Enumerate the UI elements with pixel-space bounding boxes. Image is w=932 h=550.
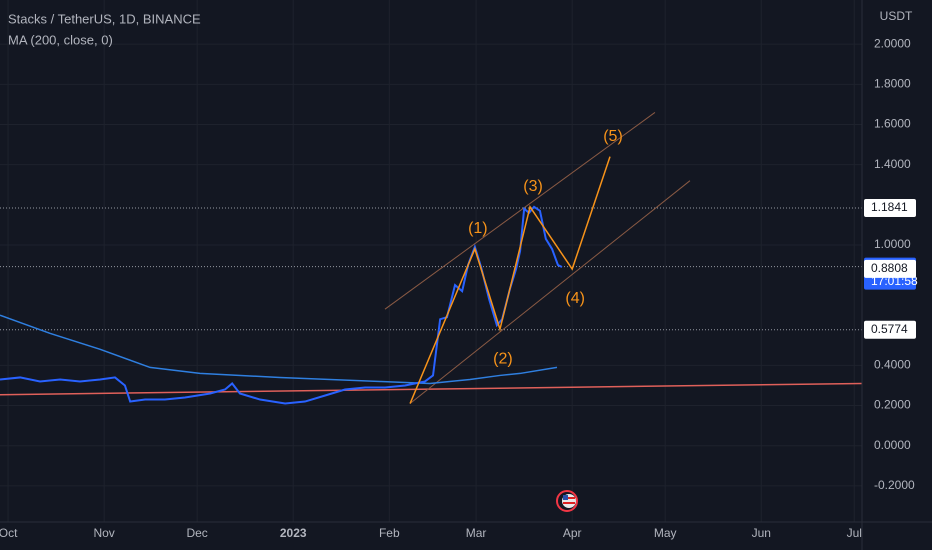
y-tick-label: 1.0000 [874,237,911,251]
x-tick-label: Mar [466,526,487,540]
y-tick-label: 1.6000 [874,117,911,131]
price-label-box [864,259,916,278]
wave-label: (5) [603,128,623,145]
x-tick-label: Jul [847,526,862,540]
y-tick-label: 0.0000 [874,438,911,452]
plot [0,112,863,405]
indicator-title: MA (200, close, 0) [8,32,113,47]
x-tick-label: Nov [93,526,114,540]
flag-icon [556,490,578,512]
wave-label: (2) [493,350,513,367]
price-label-box [864,320,916,339]
currency: USDT [880,9,913,23]
y-tick-label: 1.4000 [874,157,911,171]
wave-label: (4) [565,290,585,307]
ma-line [0,314,558,385]
channel-line [409,180,691,404]
trend-line [0,382,863,396]
x-tick-label: Dec [186,526,207,540]
x-tick-label: Feb [379,526,400,540]
x-tick-label: 2023 [280,526,307,540]
price-line-series [0,205,563,405]
channel-line [384,112,656,310]
price-label: 1.1841 [871,200,908,214]
y-tick-label: 1.8000 [874,76,911,90]
symbol-title: Stacks / TetherUS, 1D, BINANCE [8,11,201,26]
wave-line [409,156,611,404]
price-label-box [864,198,916,217]
x-tick-label: May [654,526,677,540]
grid [0,0,862,522]
x-tick-label: Apr [563,526,582,540]
price-label: 0.8808 [871,261,908,275]
y-tick-label: 0.4000 [874,358,911,372]
y-tick-label: 0.2000 [874,398,911,412]
wave-label: (1) [468,220,488,237]
y-tick-label: 2.0000 [874,36,911,50]
wave-label: (3) [523,178,543,195]
x-tick-label: Jun [752,526,771,540]
x-tick-label: Oct [0,526,18,540]
price-label: 0.5774 [871,322,908,336]
y-tick-label: -0.2000 [874,478,915,492]
